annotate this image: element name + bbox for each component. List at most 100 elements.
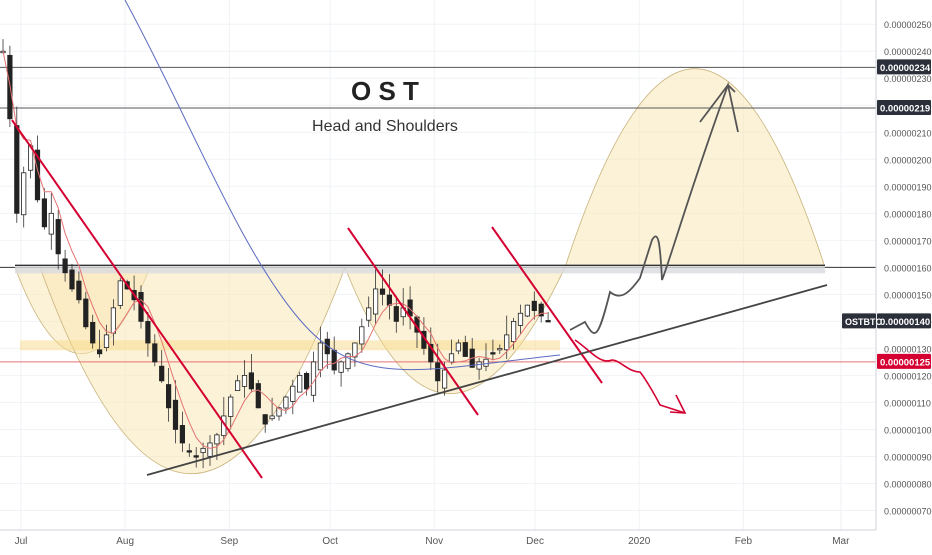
x-tick-label: Sep <box>220 536 238 547</box>
symbol-tag-bg <box>842 313 876 329</box>
y-tick-label: 0.00000100 <box>884 425 932 435</box>
x-tick-label: 2020 <box>628 536 651 547</box>
price-tag-label: 0.00000125 <box>880 357 931 368</box>
price-axis-bg <box>876 0 932 530</box>
candle-body <box>448 353 455 363</box>
candle-body <box>283 396 289 409</box>
candle-body <box>21 172 27 216</box>
y-tick-label: 0.00000190 <box>884 182 932 192</box>
x-tick-label: Jul <box>15 536 28 547</box>
horizontal-levels <box>0 66 876 363</box>
bearish-arrow-head <box>669 394 687 414</box>
candle-body <box>428 343 434 363</box>
candle-body <box>255 383 261 409</box>
candle-body <box>172 399 179 430</box>
candle-body <box>110 307 116 334</box>
right-shoulder-cup <box>344 266 566 394</box>
candle-body <box>476 361 482 370</box>
projection-arrows <box>569 81 739 414</box>
x-tick-label: Mar <box>832 536 850 547</box>
y-tick-label: 0.00000180 <box>884 209 932 219</box>
candle-body <box>103 334 110 348</box>
candle-body <box>386 294 393 306</box>
candle-body <box>241 375 248 387</box>
candle-body <box>462 342 468 357</box>
candle-body <box>435 362 441 382</box>
price-tag[interactable]: 0.00000125 <box>877 353 931 369</box>
candle-body <box>69 269 75 290</box>
x-tick-label: Nov <box>425 536 443 547</box>
y-tick-label: 0.00000210 <box>884 128 932 138</box>
y-tick-label: 0.00000160 <box>884 263 932 273</box>
y-tick-label: 0.00000130 <box>884 344 932 354</box>
price-tag-label: 0.00000234 <box>880 63 931 74</box>
support-band <box>20 340 560 351</box>
candle-body <box>152 343 158 363</box>
candle-body <box>276 407 282 417</box>
candle-body <box>531 300 537 311</box>
candle-body <box>483 358 489 367</box>
candle-body <box>538 303 544 317</box>
y-tick-label: 0.00000200 <box>884 155 932 165</box>
candle-body <box>372 288 379 315</box>
y-tick-label: 0.00000240 <box>884 47 932 57</box>
candle-body <box>234 380 241 392</box>
neckline-band <box>15 265 825 274</box>
price-tag[interactable]: 0.00000219 <box>877 99 931 115</box>
candle-body <box>55 219 61 255</box>
y-tick-label: 0.00000120 <box>884 371 932 381</box>
candle-body <box>455 342 462 352</box>
candle-body <box>517 312 524 326</box>
x-tick-label: Feb <box>735 536 753 547</box>
price-tag[interactable]: 0.00000234 <box>877 59 931 75</box>
y-tick-label: 0.00000170 <box>884 236 932 246</box>
candle-body <box>297 375 303 393</box>
candle-body <box>303 373 310 390</box>
candle-body <box>545 320 551 323</box>
candle-body <box>117 280 123 306</box>
candle-body <box>62 258 68 274</box>
candle-body <box>504 334 510 351</box>
candle-body <box>214 434 220 445</box>
price-tag-bg <box>877 353 931 369</box>
time-axis: Jul Aug Sep Oct Nov Dec 2020 Feb Mar <box>15 536 851 547</box>
price-tag-bg <box>877 99 931 115</box>
candle-body <box>345 353 351 370</box>
candle-body <box>200 447 206 454</box>
trendlines <box>11 119 828 479</box>
candle-body <box>207 442 213 457</box>
candle-body <box>179 425 185 444</box>
ma-short-line <box>2 51 549 449</box>
candle-body <box>510 320 517 343</box>
candle-body <box>228 396 234 417</box>
y-tick-label: 0.00000230 <box>884 74 932 84</box>
candle-body <box>34 149 41 201</box>
chart-title: O S T <box>351 76 419 106</box>
chart-subtitle: Head and Shoulders <box>312 118 458 135</box>
candle-body <box>441 369 448 389</box>
ascending-support-line <box>146 284 828 476</box>
candle-body <box>524 304 531 317</box>
candle-body <box>338 361 344 373</box>
bullish-projection-arrow <box>569 81 739 334</box>
candle-body <box>90 321 96 344</box>
candle-body <box>269 415 275 420</box>
x-tick-label: Aug <box>116 536 134 547</box>
downtrend-line-1 <box>11 119 263 479</box>
symbol-tag-label: OSTBTC <box>845 317 882 327</box>
target-projection-arc <box>564 68 826 268</box>
candle-body <box>14 125 20 214</box>
candle-body <box>193 455 199 458</box>
bearish-projection-arrow <box>574 339 686 414</box>
downtrend-line-2 <box>347 227 479 416</box>
candle-body <box>262 414 268 425</box>
ma-long-line <box>124 0 561 371</box>
candle-body <box>248 372 254 390</box>
moving-averages <box>2 0 561 449</box>
y-tick-label: 0.00000080 <box>884 479 932 489</box>
candle-body <box>186 450 192 453</box>
